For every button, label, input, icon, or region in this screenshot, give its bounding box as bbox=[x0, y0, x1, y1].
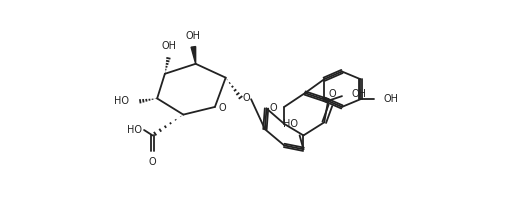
Text: OH: OH bbox=[351, 89, 366, 99]
Text: O: O bbox=[149, 157, 157, 167]
Text: O: O bbox=[243, 93, 250, 103]
Text: HO: HO bbox=[127, 125, 142, 135]
Text: OH: OH bbox=[186, 31, 201, 41]
Text: OH: OH bbox=[161, 41, 176, 51]
Text: O: O bbox=[270, 104, 277, 113]
Polygon shape bbox=[191, 47, 196, 64]
Text: HO: HO bbox=[114, 96, 129, 106]
Text: OH: OH bbox=[384, 94, 398, 104]
Text: HO: HO bbox=[283, 119, 298, 129]
Text: O: O bbox=[328, 89, 336, 99]
Text: O: O bbox=[219, 104, 226, 113]
